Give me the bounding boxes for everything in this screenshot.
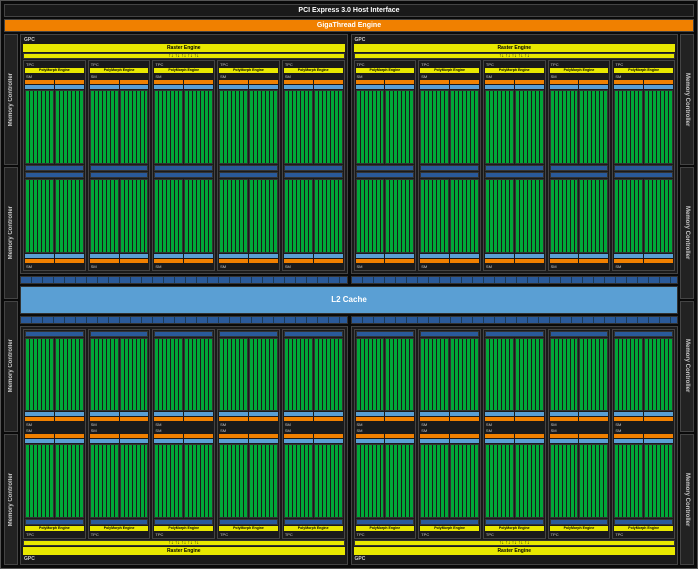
gpc: SMSMPolyMorph EngineTPCSMSMPolyMorph Eng… [20, 326, 348, 566]
tpc: TPCPolyMorph EngineSMSM [217, 60, 280, 271]
gpu-block-diagram: PCI Express 3.0 Host Interface GigaThrea… [0, 0, 698, 569]
memory-controller: Memory Controller [4, 434, 18, 565]
memory-controller: Memory Controller [4, 167, 18, 298]
tpc: SMSMPolyMorph EngineTPC [483, 329, 546, 540]
tpc: TPCPolyMorph EngineSMSM [354, 60, 417, 271]
memory-controller: Memory Controller [680, 434, 694, 565]
tpc: SMSMPolyMorph EngineTPC [282, 329, 345, 540]
tpc: TPCPolyMorph EngineSMSM [612, 60, 675, 271]
tpc: SMSMPolyMorph EngineTPC [152, 329, 215, 540]
gigathread-engine-banner: GigaThread Engine [4, 19, 694, 32]
tpc: SMSMPolyMorph EngineTPC [354, 329, 417, 540]
l2-cache: L2 Cache [20, 286, 678, 314]
memory-controller: Memory Controller [4, 34, 18, 165]
main-body: Memory Controller Memory Controller Memory… [4, 34, 694, 565]
memory-bar-top [20, 276, 678, 284]
tpc: TPCPolyMorph EngineSMSM [152, 60, 215, 271]
tpc: TPCPolyMorph EngineSMSM [282, 60, 345, 271]
gpc-row-top: GPCRaster Engine↑↓ ↑↓ ↑↓ ↑↓ ↑↓TPCPolyMor… [20, 34, 678, 274]
gpc: GPCRaster Engine↑↓ ↑↓ ↑↓ ↑↓ ↑↓TPCPolyMor… [20, 34, 348, 274]
gpc: GPCRaster Engine↑↓ ↑↓ ↑↓ ↑↓ ↑↓TPCPolyMor… [351, 34, 679, 274]
center-content: GPCRaster Engine↑↓ ↑↓ ↑↓ ↑↓ ↑↓TPCPolyMor… [20, 34, 678, 565]
tpc: TPCPolyMorph EngineSMSM [418, 60, 481, 271]
pci-interface-banner: PCI Express 3.0 Host Interface [4, 4, 694, 17]
tpc: SMSMPolyMorph EngineTPC [548, 329, 611, 540]
tpc: TPCPolyMorph EngineSMSM [88, 60, 151, 271]
gpc: SMSMPolyMorph EngineTPCSMSMPolyMorph Eng… [351, 326, 679, 566]
tpc: SMSMPolyMorph EngineTPC [418, 329, 481, 540]
tpc: TPCPolyMorph EngineSMSM [483, 60, 546, 271]
memory-controller: Memory Controller [680, 34, 694, 165]
memory-controller: Memory Controller [4, 301, 18, 432]
memory-controller: Memory Controller [680, 301, 694, 432]
memory-bar-bottom [20, 316, 678, 324]
memory-controller: Memory Controller [680, 167, 694, 298]
tpc: TPCPolyMorph EngineSMSM [23, 60, 86, 271]
memory-controllers-left: Memory Controller Memory Controller Memory… [4, 34, 18, 565]
tpc: TPCPolyMorph EngineSMSM [548, 60, 611, 271]
memory-controllers-right: Memory Controller Memory Controller Memory… [680, 34, 694, 565]
gpc-row-bottom: SMSMPolyMorph EngineTPCSMSMPolyMorph Eng… [20, 326, 678, 566]
tpc: SMSMPolyMorph EngineTPC [23, 329, 86, 540]
tpc: SMSMPolyMorph EngineTPC [88, 329, 151, 540]
tpc: SMSMPolyMorph EngineTPC [612, 329, 675, 540]
tpc: SMSMPolyMorph EngineTPC [217, 329, 280, 540]
